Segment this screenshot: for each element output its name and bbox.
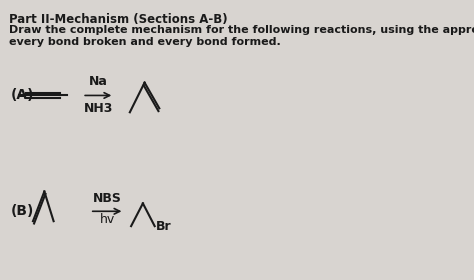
Text: Part II-Mechanism (Sections A-B): Part II-Mechanism (Sections A-B) xyxy=(9,13,228,26)
Text: Draw the complete mechanism for the following reactions, using the appropriate a: Draw the complete mechanism for the foll… xyxy=(9,25,474,35)
Text: Br: Br xyxy=(156,220,172,233)
Text: (A): (A) xyxy=(10,88,34,102)
Text: NH3: NH3 xyxy=(83,102,113,115)
Text: NBS: NBS xyxy=(92,192,121,205)
Text: hv: hv xyxy=(100,213,115,226)
Text: Na: Na xyxy=(89,75,108,88)
Text: every bond broken and every bond formed.: every bond broken and every bond formed. xyxy=(9,37,281,47)
Text: (B): (B) xyxy=(10,204,34,218)
